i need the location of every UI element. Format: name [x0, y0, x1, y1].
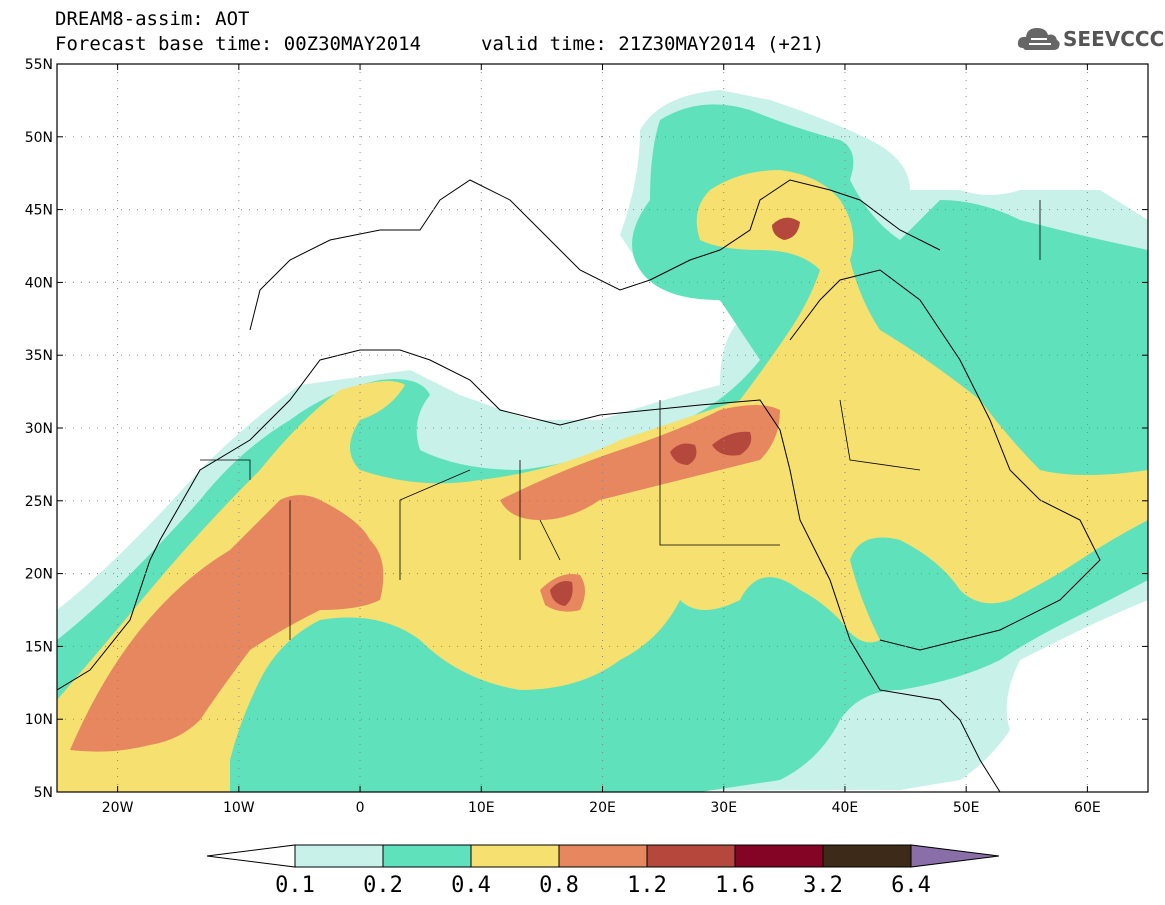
map-title: DREAM8-assim: AOT	[55, 8, 250, 30]
lat-tick-label: 10N	[25, 712, 53, 728]
colorbar-low-arrow	[206, 844, 296, 868]
colorbar-label: 0.2	[363, 873, 403, 898]
colorbar-swatch	[382, 844, 472, 868]
colorbar-label: 3.2	[803, 873, 843, 898]
colorbar-high-arrow	[910, 844, 1000, 868]
lon-tick-label: 20E	[589, 800, 616, 816]
lat-tick-label: 30N	[25, 421, 53, 437]
lat-tick-label: 35N	[25, 348, 53, 364]
colorbar-swatch	[646, 844, 736, 868]
colorbar-swatch	[734, 844, 824, 868]
aot-contour-0.8	[70, 405, 780, 752]
colorbar-swatch	[558, 844, 648, 868]
lat-tick-label: 20N	[25, 567, 53, 583]
lon-tick-label: 60E	[1074, 800, 1101, 816]
axis-ticks	[57, 63, 1148, 793]
lon-tick-label: 40E	[832, 800, 859, 816]
lon-tick-label: 0	[356, 800, 365, 816]
forecast-base-time: Forecast base time: 00Z30MAY2014	[55, 33, 422, 55]
colorbar-label: 1.6	[715, 873, 755, 898]
colorbar-label: 0.4	[451, 873, 491, 898]
lat-tick-label: 5N	[34, 785, 53, 801]
coastlines	[57, 179, 1101, 792]
colorbar-label: 1.2	[627, 873, 667, 898]
lat-tick-label: 40N	[25, 275, 53, 291]
colorbar-labels: 0.1 0.2 0.4 0.8 1.2 1.6 3.2 6.4	[275, 873, 931, 898]
lat-tick-label: 25N	[25, 494, 53, 510]
lon-tick-label: 10W	[223, 800, 255, 816]
border-lines	[200, 200, 1041, 640]
coastline-europe	[249, 179, 941, 331]
lon-tick-label: 20W	[102, 800, 134, 816]
lat-tick-label: 50N	[25, 130, 53, 146]
lat-tick-label: 15N	[25, 639, 53, 655]
lon-tick-label: 30E	[710, 800, 737, 816]
lon-tick-label: 10E	[468, 800, 495, 816]
lat-tick-label: 55N	[25, 57, 53, 73]
colorbar	[206, 844, 1000, 868]
coastline-africa	[57, 349, 1001, 792]
valid-time: valid time: 21Z30MAY2014 (+21)	[481, 33, 825, 55]
colorbar-label: 6.4	[891, 873, 931, 898]
coastline-arabia	[789, 269, 1101, 651]
latitude-labels: 55N 50N 45N 40N 35N 30N 25N 20N 15N 10N 5N	[25, 57, 53, 801]
lat-tick-label: 45N	[25, 203, 53, 219]
colorbar-label: 0.1	[275, 873, 315, 898]
cloud-logo-icon	[1017, 28, 1060, 50]
colorbar-swatch	[822, 844, 912, 868]
longitude-labels: 20W 10W 0 10E 20E 30E 40E 50E 60E	[102, 800, 1101, 816]
colorbar-label: 0.8	[539, 873, 579, 898]
logo-text: SEEVCCC	[1063, 27, 1165, 51]
colorbar-swatch	[470, 844, 560, 868]
colorbar-swatch	[294, 844, 384, 868]
lon-tick-label: 50E	[953, 800, 980, 816]
aot-contour-0.2	[57, 104, 1148, 792]
